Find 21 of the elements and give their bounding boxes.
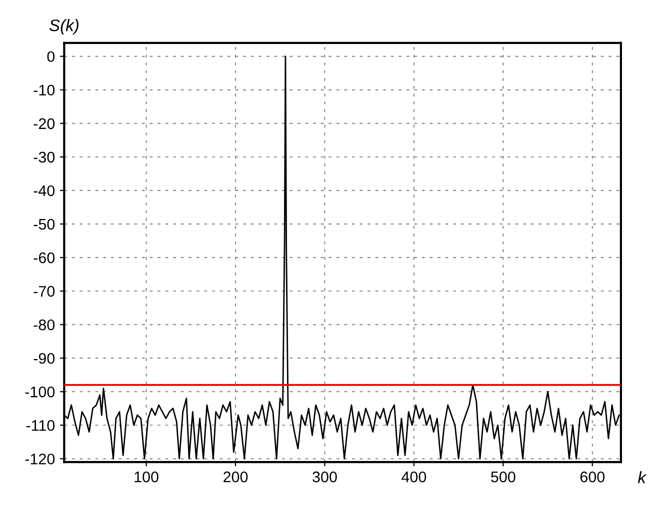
x-tick-label: 300 xyxy=(312,472,337,482)
y-tick-label: -90 xyxy=(34,352,55,364)
x-tick-label: 400 xyxy=(402,472,426,482)
y-tick-label: 0 xyxy=(47,51,55,62)
y-tick-label: -120 xyxy=(25,454,55,464)
y-axis-title: S(k) xyxy=(49,19,78,35)
y-tick-label: -110 xyxy=(26,420,55,431)
y-tick-label: -80 xyxy=(34,319,55,330)
y-tick-label: -70 xyxy=(34,286,55,297)
y-tick-label: -30 xyxy=(34,152,55,163)
y-tick-label: -40 xyxy=(34,185,55,196)
y-tick-label: -100 xyxy=(25,386,55,398)
y-tick-label: -20 xyxy=(34,118,55,130)
x-axis-title: k xyxy=(638,471,647,484)
x-tick-label: 500 xyxy=(491,472,516,482)
x-tick-label: 100 xyxy=(134,472,158,482)
y-tick-label: -50 xyxy=(34,218,55,230)
y-tick-label: -10 xyxy=(34,84,55,96)
x-tick-label: 200 xyxy=(224,472,248,482)
x-tick-label: 600 xyxy=(580,472,605,482)
y-tick-label: -60 xyxy=(34,252,55,264)
